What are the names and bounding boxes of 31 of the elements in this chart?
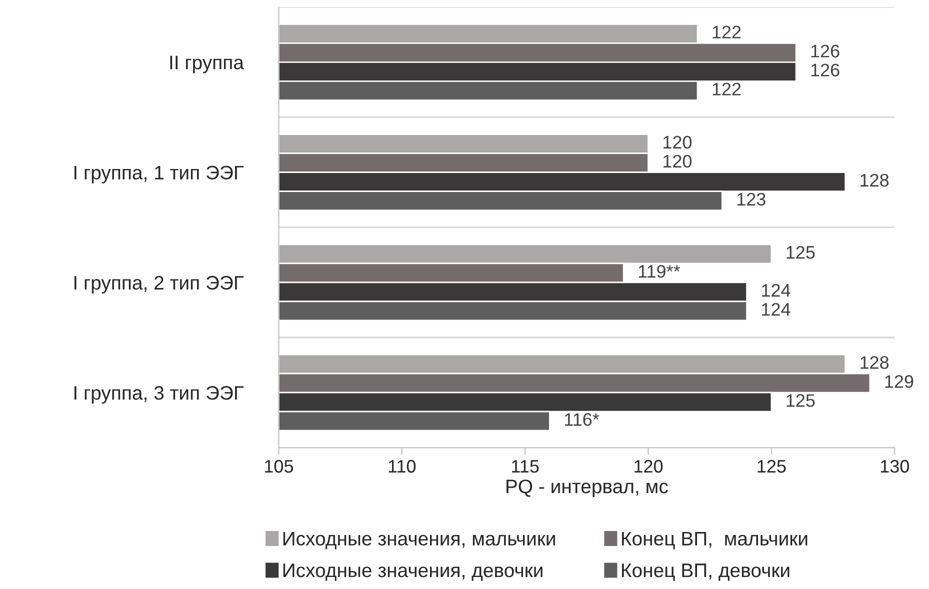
data-label: 128 (860, 174, 889, 187)
legend-label: Конец ВП, мальчики (622, 532, 808, 550)
x-tick-label: 115 (512, 460, 539, 473)
x-tick-label: 130 (880, 460, 909, 473)
data-label: 126 (811, 64, 840, 76)
y-tick-label: I группа, 2 тип ЭЭГ (74, 276, 244, 294)
data-label: 120 (664, 136, 692, 149)
x-axis-title: PQ - интервал, мс (506, 480, 668, 498)
legend-label: Исходные значения, девочки (283, 564, 542, 581)
y-tick-label: I группа, 1 тип ЭЭГ (74, 166, 244, 184)
data-label: 116* (564, 413, 600, 426)
x-tick-label: 120 (634, 460, 663, 473)
legend-label: Конец ВП, девочки (622, 564, 790, 581)
data-label: 125 (786, 394, 815, 407)
legend-label: Исходные значения, мальчики (283, 532, 555, 550)
x-tick-label: 105 (265, 460, 294, 473)
data-label: 119** (638, 264, 680, 278)
data-label: 129 (885, 375, 914, 388)
data-label: 122 (712, 82, 741, 96)
data-label: 126 (811, 44, 840, 58)
data-label: 124 (762, 284, 790, 297)
y-tick-label: I группа, 3 тип ЭЭГ (74, 386, 244, 404)
data-label: 122 (712, 26, 741, 38)
data-label: 124 (762, 302, 790, 316)
y-tick-label: II группа (170, 56, 244, 74)
x-tick-label: 110 (388, 460, 416, 473)
x-tick-label: 125 (758, 460, 786, 473)
data-label: 120 (664, 154, 692, 168)
data-label: 123 (737, 192, 766, 206)
data-label: 128 (860, 356, 889, 369)
data-label: 125 (786, 246, 815, 259)
